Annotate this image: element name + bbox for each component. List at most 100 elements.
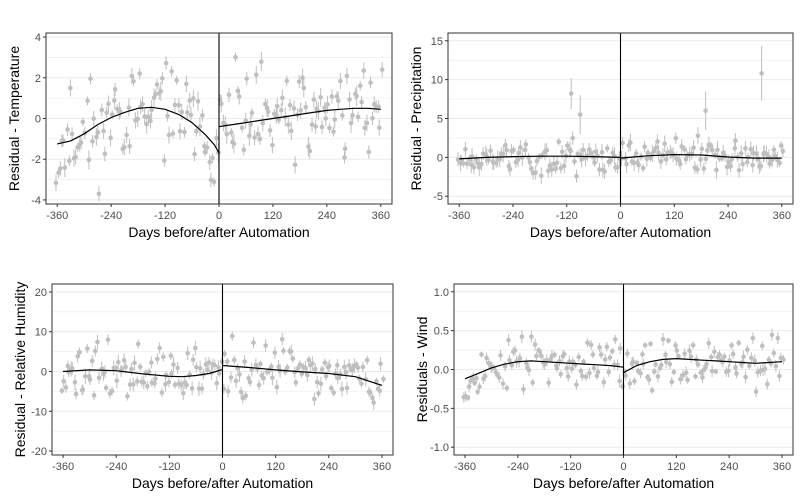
data-point — [597, 345, 602, 350]
data-point — [741, 354, 746, 359]
x-tick-label: -360 — [448, 210, 470, 222]
x-tick-label: 240 — [318, 210, 336, 222]
data-point — [225, 389, 231, 394]
data-point — [297, 362, 303, 367]
data-point — [112, 98, 117, 103]
data-point — [241, 147, 247, 153]
data-point — [598, 352, 604, 357]
x-axis-title: Days before/after Automation — [533, 475, 714, 491]
data-point — [591, 365, 597, 371]
data-point — [78, 140, 84, 146]
data-point — [252, 135, 257, 140]
data-point — [745, 347, 750, 352]
data-point — [278, 107, 284, 113]
data-point — [777, 160, 782, 166]
data-point — [597, 167, 602, 172]
data-point — [587, 370, 592, 376]
data-point — [137, 71, 142, 76]
x-tick-label: -240 — [507, 461, 529, 473]
y-tick-label: 0 — [35, 114, 41, 126]
data-point — [599, 149, 605, 155]
data-point — [318, 95, 323, 100]
trend-line-before — [459, 155, 621, 160]
data-point — [119, 367, 125, 372]
x-tick-label: 0 — [617, 210, 623, 222]
data-point — [165, 113, 170, 119]
y-tick-label: 10 — [431, 75, 443, 87]
data-point — [331, 129, 336, 135]
data-point — [311, 97, 317, 102]
data-point — [125, 393, 130, 399]
data-point — [691, 145, 696, 151]
data-point — [114, 378, 120, 383]
data-point — [526, 367, 532, 373]
data-point — [338, 78, 343, 84]
data-point — [479, 161, 484, 167]
x-tick-label: 0 — [219, 461, 225, 473]
data-points — [59, 331, 386, 410]
y-tick-label: -2 — [31, 154, 41, 166]
data-point — [347, 97, 352, 102]
data-point — [729, 343, 734, 348]
data-point — [695, 362, 701, 367]
data-point — [194, 364, 199, 370]
data-point — [56, 170, 61, 175]
data-point — [214, 380, 220, 386]
data-point — [121, 145, 127, 150]
data-point — [703, 156, 709, 162]
data-point — [475, 160, 480, 166]
data-point — [335, 375, 341, 381]
data-point — [359, 381, 364, 386]
x-tick-label: 360 — [773, 461, 791, 473]
data-point — [149, 107, 154, 113]
data-point — [612, 337, 618, 342]
data-point — [527, 159, 533, 165]
data-point — [604, 344, 610, 350]
data-point — [335, 98, 341, 104]
data-point — [188, 112, 194, 118]
y-tick-label: -5 — [433, 191, 443, 203]
data-point — [602, 357, 608, 362]
data-point — [592, 160, 597, 166]
data-point — [463, 146, 468, 152]
data-point — [249, 110, 255, 116]
data-point — [161, 158, 167, 163]
data-point — [322, 360, 328, 366]
data-point — [633, 151, 639, 156]
data-point — [228, 130, 234, 135]
y-tick-label: 10 — [35, 327, 47, 339]
data-point — [327, 125, 332, 131]
data-point — [105, 337, 111, 342]
data-point — [135, 341, 141, 347]
data-point — [313, 124, 318, 129]
data-point — [192, 345, 198, 351]
data-point — [284, 78, 290, 84]
data-point — [179, 109, 185, 115]
y-tick-label: 2 — [35, 73, 41, 85]
data-point — [166, 132, 172, 138]
data-point — [253, 362, 259, 368]
data-point — [298, 108, 304, 113]
data-point — [698, 370, 704, 375]
data-point — [292, 162, 298, 168]
data-point — [137, 364, 143, 370]
data-point — [62, 165, 68, 170]
data-point — [722, 354, 727, 359]
y-axis-title: Residual - Temperature — [6, 46, 22, 191]
data-point — [509, 362, 515, 368]
data-point — [752, 358, 758, 363]
data-point — [640, 165, 646, 171]
data-point — [496, 375, 502, 380]
y-tick-label: -20 — [31, 446, 47, 458]
x-tick-label: -120 — [556, 210, 578, 222]
data-point — [554, 365, 560, 371]
data-point — [85, 98, 90, 104]
data-point — [568, 148, 573, 154]
data-point — [65, 127, 70, 132]
data-point — [300, 75, 305, 80]
data-point — [588, 151, 594, 156]
data-point — [767, 161, 773, 167]
data-point — [342, 155, 347, 160]
data-point — [222, 351, 227, 356]
